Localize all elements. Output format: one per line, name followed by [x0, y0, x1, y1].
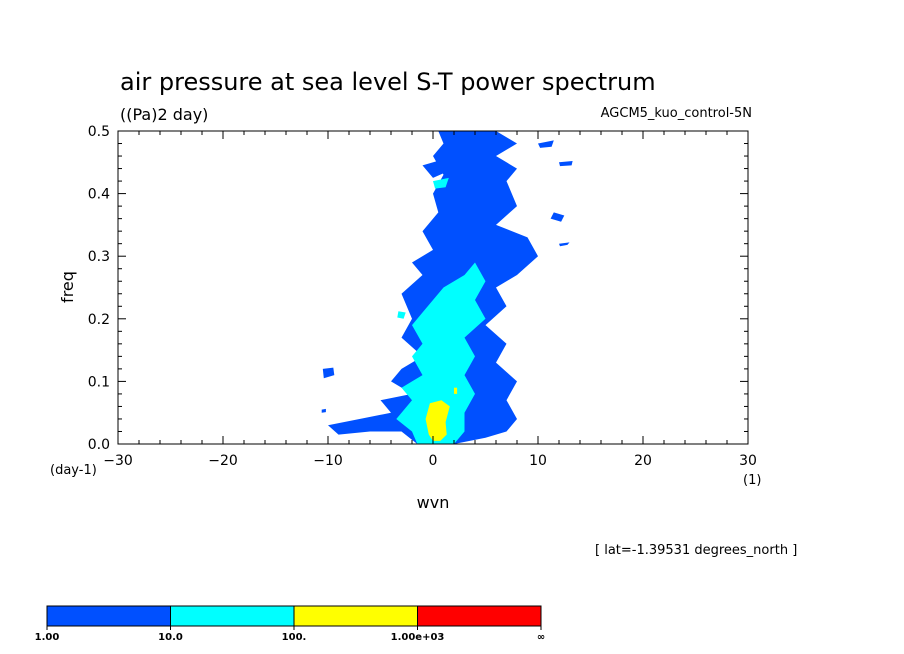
contour-region-level-1-7: [559, 242, 570, 247]
contour-region-level-100-12: [454, 387, 458, 394]
y-tick-label: 0.4: [88, 187, 110, 203]
colorbar-swatch: [293, 605, 418, 627]
colorbar-swatch: [417, 605, 542, 627]
chart-title: air pressure at sea level S-T power spec…: [120, 68, 656, 96]
colorbar-swatch: [170, 605, 295, 627]
contour-region-level-1-5: [559, 161, 573, 167]
contour-region-level-10-10: [397, 311, 406, 319]
contour-region-level-1-6: [538, 140, 554, 148]
x-tick-label: −30: [103, 453, 133, 469]
x-tick-label: 0: [429, 453, 438, 469]
contour-region-level-10-8: [396, 262, 486, 444]
contour-region-level-1-1: [422, 159, 454, 178]
colorbar-label: ∞: [537, 632, 545, 643]
units-label: ((Pa)2 day): [120, 105, 208, 124]
x-tick-label: 20: [634, 453, 652, 469]
contour-region-level-1-2: [322, 367, 335, 379]
x-tick-label: 10: [529, 453, 547, 469]
x-tick-label: −10: [313, 453, 343, 469]
contour-region-level-1-0: [328, 131, 538, 444]
latitude-note: [ lat=-1.39531 degrees_north ]: [595, 543, 797, 558]
y-tick-label: 0.3: [88, 249, 110, 265]
y-tick-label: 0.1: [88, 374, 110, 390]
colorbar-label: 1.00e+03: [391, 632, 445, 643]
y-tick-label: 0.0: [88, 437, 110, 453]
colorbar-label: 10.0: [158, 632, 183, 643]
colorbar: 1.00 10.0 100. 1.00e+03 ∞: [35, 605, 545, 643]
y-tick-label: 0.5: [88, 124, 110, 140]
contour-region-level-1-4: [550, 212, 565, 222]
contour-region-level-1-3: [321, 408, 326, 413]
contour-regions: [321, 131, 573, 444]
colorbar-label: 100.: [282, 632, 307, 643]
axis-ticks: −30 −20 −10 0 10 20 30 0.0 0.1 0.2 0.3 0.4 0.5: [88, 124, 757, 469]
x-unit-label: (1): [743, 473, 761, 488]
y-unit-label: (day-1): [50, 463, 97, 478]
x-tick-label: −20: [208, 453, 238, 469]
x-tick-label: 30: [739, 453, 757, 469]
contour-region-level-10-9: [433, 177, 449, 189]
x-axis-label: wvn: [417, 493, 450, 512]
colorbar-swatch: [46, 605, 171, 627]
colorbar-label: 1.00: [35, 632, 60, 643]
dataset-label: AGCM5_kuo_control-5N: [601, 106, 752, 121]
y-axis-label: freq: [58, 271, 77, 303]
y-tick-label: 0.2: [88, 312, 110, 328]
contour-region-level-100-11: [425, 400, 450, 441]
